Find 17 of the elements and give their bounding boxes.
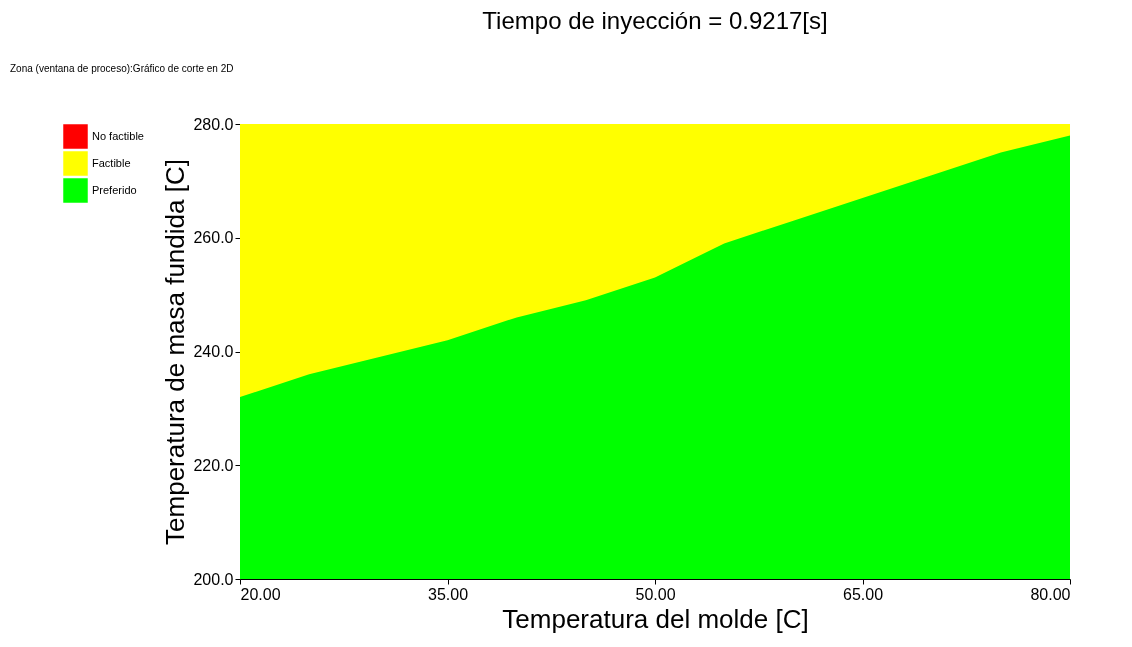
legend-label: Factible: [92, 156, 131, 169]
x-axis-title: Temperatura del molde [C]: [502, 603, 809, 634]
y-tick-label: 200.0: [193, 570, 234, 588]
y-tick-label: 260.0: [193, 229, 234, 247]
x-tick-label: 35.00: [427, 585, 469, 603]
x-tick-label: 65.00: [842, 585, 884, 603]
chart-title: Tiempo de inyección = 0.9217[s]: [482, 7, 828, 34]
y-tick-label: 280.0: [193, 115, 234, 133]
y-axis-title: Temperatura de masa fundida [C]: [160, 159, 191, 545]
x-tick-label: 80.00: [1030, 585, 1071, 603]
legend-label: No factible: [92, 129, 144, 142]
x-tick-label: 50.00: [635, 585, 676, 603]
text: Zona (ventana de proceso):Gráfico de corte en 2D: [10, 63, 234, 74]
y-tick-label: 240.0: [193, 343, 234, 360]
y-tick-label: 220.0: [193, 456, 234, 474]
x-tick-label: 20.00: [240, 585, 281, 603]
legend-label: Preferido: [92, 183, 137, 196]
